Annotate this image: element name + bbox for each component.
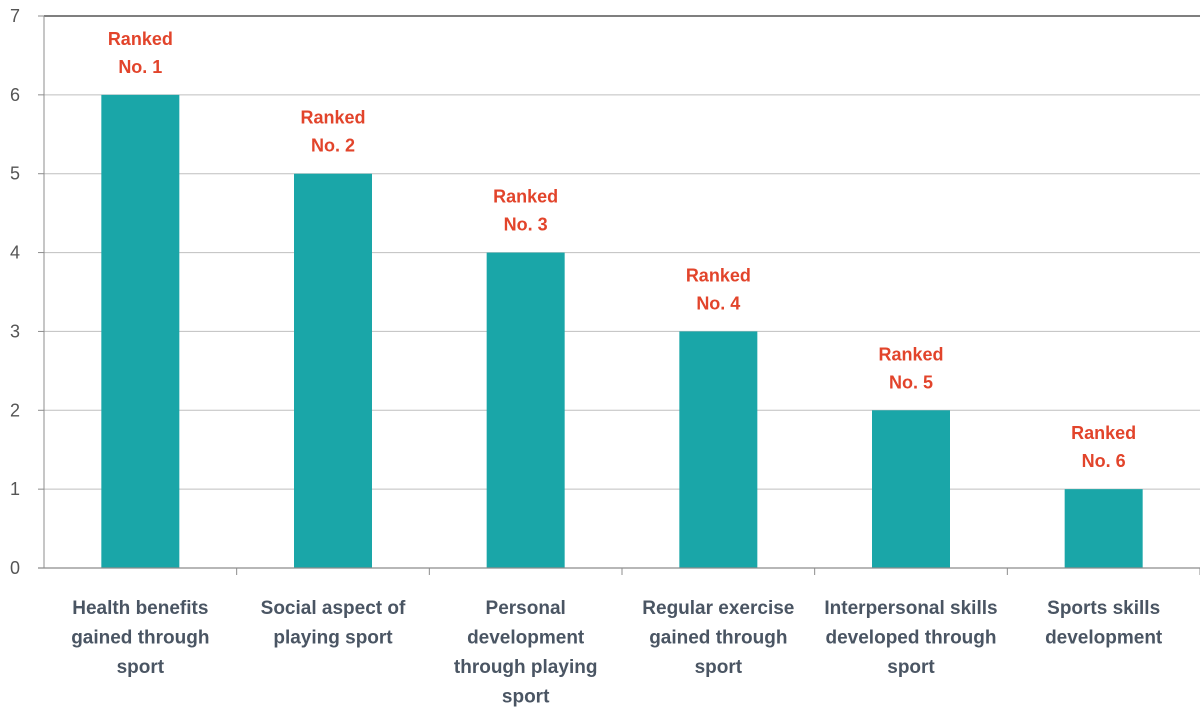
x-category-label-line: sport <box>502 687 550 707</box>
data-label: Ranked No. 4 <box>686 265 751 313</box>
x-category-label-line: development <box>1045 628 1163 649</box>
x-category-label-line: Sports skills <box>1047 598 1160 619</box>
x-category-label-line: Regular exercise <box>642 598 794 619</box>
data-label-line: No. 4 <box>696 293 740 313</box>
x-category-label-line: developed through <box>826 628 997 649</box>
y-tick-label: 4 <box>10 243 20 263</box>
x-category-label: Sports skills development <box>1045 598 1163 649</box>
data-label-line: No. 5 <box>889 372 933 392</box>
y-tick-label: 6 <box>10 85 20 105</box>
x-category-label-line: development <box>467 628 585 649</box>
x-category-label: Health benefits gained through sport <box>71 598 209 678</box>
data-label: Ranked No. 5 <box>878 344 943 392</box>
bar <box>294 173 372 568</box>
x-category-label: Interpersonal skills developed through spo… <box>824 598 997 678</box>
data-label-line: Ranked <box>300 108 365 128</box>
data-label: Ranked No. 1 <box>108 29 173 77</box>
data-label: Ranked No. 2 <box>300 108 365 156</box>
x-category-label-line: through playing <box>454 657 598 678</box>
data-label-line: Ranked <box>108 29 173 49</box>
bar <box>1064 489 1143 568</box>
y-tick-label: 7 <box>10 6 20 26</box>
bars <box>101 94 1143 569</box>
y-tick-label: 3 <box>10 321 20 341</box>
x-category-label-line: gained through <box>649 628 787 649</box>
y-axis: 0 1 2 3 4 5 6 7 <box>10 6 45 578</box>
bar <box>679 331 758 568</box>
x-category-label: Personal development through playing sport <box>454 598 598 707</box>
x-category-label-line: Interpersonal skills <box>824 598 997 619</box>
x-category-label-line: Personal <box>486 598 566 619</box>
data-labels: Ranked No. 1 Ranked No. 2 Ranked No. 3 Ranked N… <box>108 29 1136 471</box>
x-category-label: Regular exercise gained through sport <box>642 598 794 678</box>
data-label-line: No. 2 <box>311 136 355 156</box>
data-label-line: Ranked <box>1071 423 1136 443</box>
x-category-label-line: Health benefits <box>72 598 208 619</box>
data-label-line: Ranked <box>493 187 558 207</box>
gridlines <box>44 15 1200 490</box>
x-axis: Health benefits gained through sport Social… <box>38 567 1200 707</box>
y-tick-label: 5 <box>10 164 20 184</box>
data-label-line: No. 3 <box>504 215 548 235</box>
data-label: Ranked No. 6 <box>1071 423 1136 471</box>
x-category-label-line: sport <box>887 657 935 678</box>
bar <box>872 410 950 568</box>
data-label-line: No. 1 <box>118 57 162 77</box>
bar <box>486 252 565 569</box>
y-tick-label: 2 <box>10 400 20 420</box>
data-label: Ranked No. 3 <box>493 187 558 235</box>
x-category-label: Social aspect of playing sport <box>261 598 406 649</box>
x-category-label-line: gained through <box>71 628 209 649</box>
data-label-line: No. 6 <box>1082 451 1126 471</box>
x-category-label-line: Social aspect of <box>261 598 406 619</box>
x-category-label-line: playing sport <box>273 628 393 649</box>
x-category-label-line: sport <box>695 657 743 678</box>
x-category-label-line: sport <box>117 657 165 678</box>
data-label-line: Ranked <box>686 265 751 285</box>
data-label-line: Ranked <box>878 344 943 364</box>
bar <box>101 94 180 568</box>
y-tick-label: 0 <box>10 558 20 578</box>
y-tick-label: 1 <box>10 479 20 499</box>
